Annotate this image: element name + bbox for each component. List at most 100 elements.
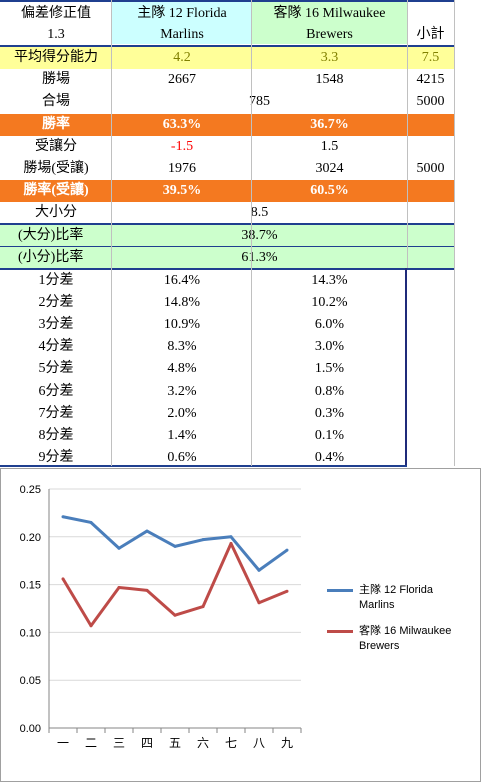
data-point [229,535,233,539]
margin-away: 14.3% [311,273,348,288]
y-tick-label: 0.25 [20,484,41,496]
margin-row: 6分差 3.2% 0.8% [0,381,481,403]
legend-swatch-away [327,630,353,633]
over-under-border [0,223,455,225]
x-tick-label: 九 [281,736,293,750]
draws-label: 合場 [42,94,70,109]
margin-label: 7分差 [38,405,74,421]
away-header-bg [252,0,407,44]
margin-label: 5分差 [38,361,74,377]
legend-away-line1: 客隊 16 Milwaukee [359,625,452,637]
over-under-value: 8.5 [250,205,269,220]
avg-score-row: 平均得分能力 4.2 3.3 7.5 [0,47,455,69]
margin-label: 3分差 [38,317,74,333]
over-rate-row: (大分)比率 38.7% [0,225,455,247]
avg-border-top [0,45,455,47]
handicap-wins-away: 3024 [315,161,344,176]
margin-away: 0.8% [314,383,345,399]
avg-score-home: 4.2 [173,50,191,65]
handicap-rate-away: 60.5% [310,183,349,198]
margin-home: 10.9% [163,317,201,333]
x-tick-label: 一 [57,736,69,750]
under-rate-value: 61.3% [241,250,278,265]
margin-away: 1.5% [314,361,345,377]
margin-away: 0.4% [314,449,345,465]
handicap-label: 受讓分 [35,139,77,154]
x-tick-label: 二 [85,736,97,750]
margin-home: 1.4% [167,427,197,443]
margin-home: 3.2% [167,383,197,399]
margin-table-right-border [405,268,407,467]
data-point [201,605,205,609]
rate-divider [0,246,455,247]
data-point [257,601,261,605]
margin-home: 0.6% [167,449,197,465]
margins-top-border [0,268,455,270]
margin-away: 10.2% [311,295,348,311]
handicap-wins-total: 5000 [416,161,445,176]
margin-home: 4.8% [167,361,197,377]
wins-total: 4215 [416,72,445,87]
series-line-home [62,515,288,572]
margin-label: 8分差 [38,427,74,443]
data-point [285,589,289,593]
data-point [89,520,93,524]
data-point [173,613,177,617]
margin-row: 1分差 16.4% 14.3% [0,270,481,292]
over-under-row: 大小分 8.5 [0,202,481,224]
bias-value: 1.3 [47,27,65,42]
draws-value: 785 [249,94,270,109]
wins-label: 勝場 [42,72,70,87]
data-point [61,577,65,581]
y-tick-label: 0.05 [20,675,41,687]
legend-item-home: 主隊 12 Florida Marlins [327,583,477,615]
y-tick-label: 0.20 [20,532,41,544]
handicap-away: 1.5 [320,139,339,154]
home-team-label-2: Marlins [160,27,204,42]
data-point [145,529,149,533]
margin-table-bottom-border [0,465,407,467]
margin-home: 16.4% [163,273,201,288]
top-border [0,0,455,2]
line-chart: 0.00 0.05 0.10 0.15 0.20 0.25 一 二 三 四 五 六 七 八 九 主隊 12 … [0,468,481,782]
legend-label-away: 客隊 16 Milwaukee Brewers [359,624,481,654]
x-tick-label: 七 [225,736,237,750]
data-point [61,515,65,519]
under-rate-label: (小分)比率 [18,250,84,265]
margin-row: 7分差 2.0% 0.3% [0,403,481,425]
data-point [173,544,177,548]
margin-away: 0.1% [314,427,345,443]
x-tick-label: 五 [169,736,181,750]
margin-row: 9分差 0.6% 0.4% [0,447,481,469]
data-point [201,538,205,542]
over-rate-label: (大分)比率 [18,228,84,243]
wins-away: 1548 [315,72,344,87]
legend-home-line1: 主隊 12 Florida [359,584,433,596]
win-rate-row: 勝率 63.3% 36.7% [0,114,455,136]
margin-home: 8.3% [167,339,197,355]
margin-home: 14.8% [163,295,201,311]
margin-label: 1分差 [38,273,74,288]
handicap-wins-home: 1976 [168,161,196,176]
x-tick-label: 四 [141,736,153,750]
wins-row: 勝場 2667 1548 4215 [0,69,481,91]
y-tick-label: 0.10 [20,627,41,639]
data-point [89,624,93,628]
over-under-label: 大小分 [35,205,77,220]
margin-label: 9分差 [38,449,74,465]
win-rate-home: 63.3% [162,117,202,132]
handicap-rate-row: 勝率(受讓) 39.5% 60.5% [0,180,455,202]
handicap-wins-row: 勝場(受讓) 1976 3024 5000 [0,158,481,180]
margin-row: 8分差 1.4% 0.1% [0,425,481,447]
legend-label-home: 主隊 12 Florida Marlins [359,583,481,613]
win-rate-away: 36.7% [310,117,349,132]
grid-col-1 [111,0,112,466]
avg-score-label: 平均得分能力 [14,50,98,65]
grid-col-4 [454,0,455,466]
x-tick-label: 八 [253,736,265,750]
handicap-row: 受讓分 -1.5 1.5 [0,136,481,158]
handicap-rate-home: 39.5% [162,183,202,198]
margin-away: 3.0% [314,339,345,355]
margin-away: 6.0% [314,317,345,333]
margin-row: 3分差 10.9% 6.0% [0,314,481,336]
